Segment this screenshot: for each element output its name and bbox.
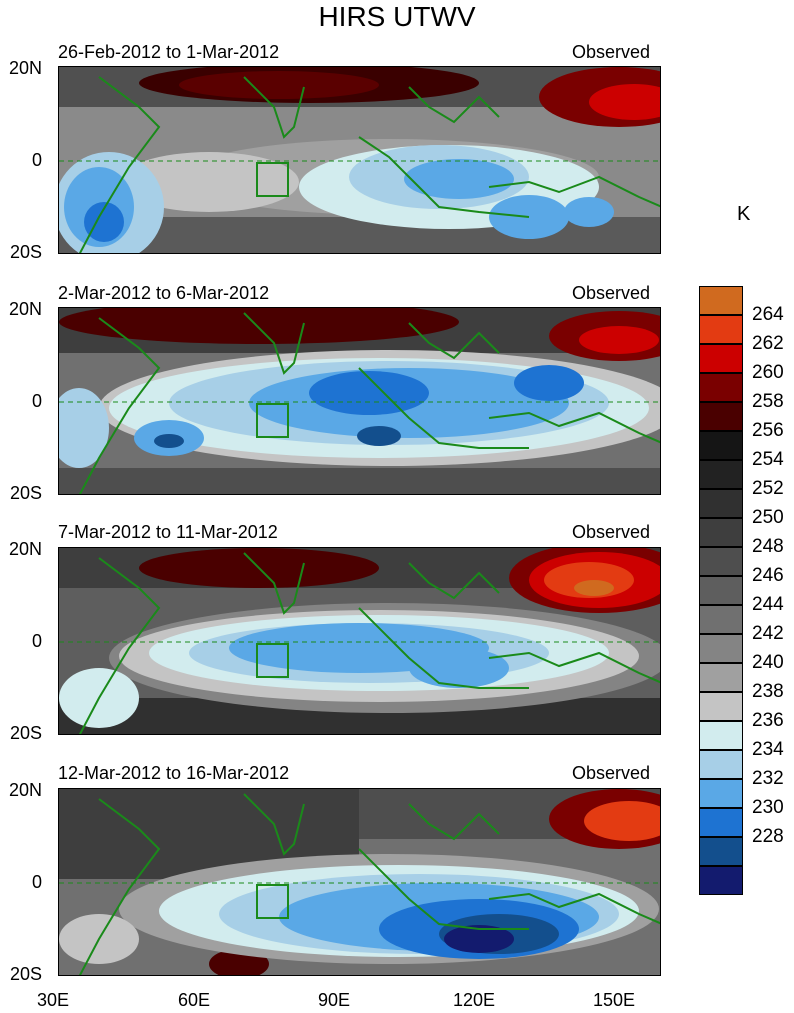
map-panel-2-field bbox=[59, 308, 660, 494]
colorbar-swatch bbox=[699, 808, 743, 837]
panel-1-ytick-0: 0 bbox=[31, 150, 42, 170]
colorbar-swatch bbox=[699, 373, 743, 402]
panel-4-ytick-20n: 20N bbox=[8, 780, 42, 800]
colorbar-label: 250 bbox=[752, 507, 784, 528]
colorbar-label: 260 bbox=[752, 362, 784, 383]
colorbar-swatch bbox=[699, 837, 743, 866]
colorbar-swatch bbox=[699, 866, 743, 895]
colorbar-swatch bbox=[699, 315, 743, 344]
figure-title: HIRS UTWV bbox=[318, 1, 476, 32]
panel-1-ytick-20s: 20S bbox=[9, 242, 42, 262]
colorbar-swatch bbox=[699, 576, 743, 605]
colorbar-label: 258 bbox=[752, 391, 784, 412]
panel-2-ytick-20n: 20N bbox=[8, 299, 42, 319]
panel-2-ytick-20s: 20S bbox=[9, 483, 42, 503]
colorbar-label: 254 bbox=[752, 449, 784, 470]
colorbar-label: 230 bbox=[752, 797, 784, 818]
panel-3-ytick-20s: 20S bbox=[9, 723, 42, 743]
map-panel-1-field bbox=[59, 67, 660, 253]
colorbar-label: 244 bbox=[752, 594, 784, 615]
colorbar-swatch bbox=[699, 431, 743, 460]
colorbar-label: 256 bbox=[752, 420, 784, 441]
colorbar-swatch bbox=[699, 460, 743, 489]
map-panel-3 bbox=[58, 547, 661, 735]
panel-3-label: Observed bbox=[572, 522, 651, 542]
colorbar-swatch bbox=[699, 779, 743, 808]
map-panel-4 bbox=[58, 788, 661, 976]
colorbar-unit: K bbox=[737, 203, 751, 225]
colorbar-swatch bbox=[699, 721, 743, 750]
colorbar-label: 262 bbox=[752, 333, 784, 354]
xtick-120e: 120E bbox=[453, 990, 496, 1010]
xtick-30e: 30E bbox=[37, 990, 70, 1010]
map-panel-4-field bbox=[59, 789, 660, 975]
xtick-60e: 60E bbox=[178, 990, 211, 1010]
map-panel-2 bbox=[58, 307, 661, 495]
panel-2-date-range: 2-Mar-2012 to 6-Mar-2012 bbox=[58, 283, 270, 303]
panel-1-date-range: 26-Feb-2012 to 1-Mar-2012 bbox=[58, 42, 280, 62]
panel-3-ytick-0: 0 bbox=[31, 631, 42, 651]
colorbar-label: 246 bbox=[752, 565, 784, 586]
colorbar-swatch bbox=[699, 286, 743, 315]
colorbar-label: 248 bbox=[752, 536, 784, 557]
colorbar-swatch bbox=[699, 634, 743, 663]
colorbar-label: 234 bbox=[752, 739, 784, 760]
panel-4-ytick-0: 0 bbox=[31, 872, 42, 892]
colorbar-label: 264 bbox=[752, 304, 784, 325]
colorbar-label: 236 bbox=[752, 710, 784, 731]
panel-4-date-range: 12-Mar-2012 to 16-Mar-2012 bbox=[58, 763, 290, 783]
panel-4-ytick-20s: 20S bbox=[9, 964, 42, 984]
xtick-90e: 90E bbox=[318, 990, 351, 1010]
panel-3-date-range: 7-Mar-2012 to 11-Mar-2012 bbox=[58, 522, 278, 542]
colorbar-swatch bbox=[699, 489, 743, 518]
panel-3-ytick-20n: 20N bbox=[8, 539, 42, 559]
colorbar-swatch bbox=[699, 547, 743, 576]
colorbar-swatch bbox=[699, 402, 743, 431]
panel-1-label: Observed bbox=[572, 42, 651, 62]
panel-1-ytick-20n: 20N bbox=[8, 58, 42, 78]
colorbar-swatch bbox=[699, 750, 743, 779]
panel-2-label: Observed bbox=[572, 283, 651, 303]
colorbar-swatch bbox=[699, 605, 743, 634]
map-panel-1 bbox=[58, 66, 661, 254]
colorbar-label: 242 bbox=[752, 623, 784, 644]
colorbar-label: 252 bbox=[752, 478, 784, 499]
colorbar-swatch bbox=[699, 344, 743, 373]
colorbar-label: 238 bbox=[752, 681, 784, 702]
colorbar-label: 232 bbox=[752, 768, 784, 789]
colorbar-swatch bbox=[699, 663, 743, 692]
colorbar-swatch bbox=[699, 518, 743, 547]
xtick-150e: 150E bbox=[593, 990, 636, 1010]
panel-4-label: Observed bbox=[572, 763, 651, 783]
colorbar-label: 228 bbox=[752, 826, 784, 847]
panel-2-ytick-0: 0 bbox=[31, 391, 42, 411]
map-panel-3-field bbox=[59, 548, 660, 734]
colorbar-swatch bbox=[699, 692, 743, 721]
colorbar-label: 240 bbox=[752, 652, 784, 673]
